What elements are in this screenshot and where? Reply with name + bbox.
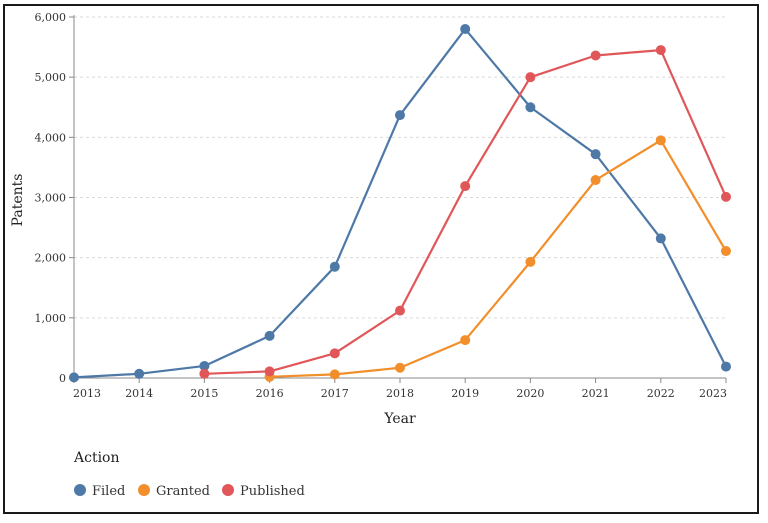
data-point-published[interactable]: [395, 305, 405, 316]
data-point-published[interactable]: [590, 50, 601, 61]
y-tick-label: 6,000: [35, 11, 67, 24]
x-tick-label: 2013: [73, 387, 101, 400]
data-point-filed[interactable]: [134, 368, 145, 379]
data-point-filed[interactable]: [329, 261, 340, 272]
y-tick-label: 1,000: [35, 312, 67, 325]
legend-label-published: Published: [240, 484, 305, 499]
data-point-filed[interactable]: [69, 372, 79, 383]
legend-swatch-filed: [74, 484, 86, 496]
data-point-published[interactable]: [525, 72, 536, 83]
x-tick-label: 2021: [582, 387, 610, 400]
data-point-granted[interactable]: [525, 256, 536, 267]
series-line-published: [204, 48, 728, 375]
data-point-granted[interactable]: [395, 362, 405, 373]
data-point-published[interactable]: [264, 366, 275, 377]
y-tick-label: 4,000: [35, 131, 67, 144]
data-point-filed[interactable]: [395, 110, 405, 121]
data-point-granted[interactable]: [721, 246, 731, 257]
data-point-published[interactable]: [329, 348, 340, 359]
data-point-filed[interactable]: [460, 24, 471, 35]
legend-label-granted: Granted: [156, 484, 210, 499]
data-point-filed[interactable]: [590, 149, 601, 160]
x-tick-label: 2023: [699, 387, 727, 400]
data-point-granted[interactable]: [460, 335, 471, 346]
x-tick-label: 2017: [321, 387, 349, 400]
x-tick-label: 2019: [451, 387, 479, 400]
y-tick-label: 5,000: [35, 71, 67, 84]
y-tick-label: 3,000: [35, 192, 67, 205]
x-tick-label: 2014: [125, 387, 153, 400]
data-point-published[interactable]: [199, 368, 210, 379]
data-point-published[interactable]: [721, 191, 731, 202]
chart-frame: [3, 4, 759, 514]
data-point-filed[interactable]: [264, 330, 275, 341]
series-line-granted: [269, 139, 727, 378]
y-tick-label: 0: [59, 372, 66, 385]
data-point-published[interactable]: [655, 45, 666, 56]
x-tick-label: 2022: [647, 387, 675, 400]
legend-swatch-published: [222, 484, 234, 496]
data-point-granted[interactable]: [590, 175, 601, 186]
x-tick-label: 2018: [386, 387, 414, 400]
gridlines: [74, 16, 726, 319]
data-point-granted[interactable]: [329, 369, 340, 380]
data-point-granted[interactable]: [655, 135, 666, 146]
data-point-published[interactable]: [460, 181, 471, 192]
y-axis-title: Patents: [10, 174, 26, 227]
x-tick-label: 2016: [256, 387, 284, 400]
legend: Action Filed Granted Published: [73, 450, 305, 499]
data-point-filed[interactable]: [199, 360, 210, 371]
x-tick-label: 2020: [516, 387, 544, 400]
x-tick-label: 2015: [190, 387, 218, 400]
legend-label-filed: Filed: [92, 484, 125, 499]
data-point-filed[interactable]: [655, 233, 666, 244]
axes: 0 1,000 2,000 3,000 4,000 5,000 6,000 2013 2014 2…: [35, 11, 728, 400]
data-point-filed[interactable]: [525, 102, 536, 113]
legend-swatch-granted: [138, 484, 150, 496]
series-lines: [69, 24, 731, 383]
x-axis-title: Year: [383, 411, 416, 427]
data-point-filed[interactable]: [721, 361, 731, 372]
series-line-filed: [73, 27, 727, 379]
y-tick-label: 2,000: [35, 252, 67, 265]
legend-title: Action: [73, 450, 120, 466]
